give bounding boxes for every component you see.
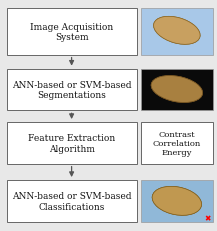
Ellipse shape (179, 24, 196, 41)
Bar (141, 9, 213, 55)
Ellipse shape (154, 17, 200, 45)
Text: Feature Extraction
Algorithm: Feature Extraction Algorithm (28, 134, 115, 153)
Text: Image Acquisition
System: Image Acquisition System (30, 23, 113, 42)
FancyBboxPatch shape (7, 69, 137, 111)
Ellipse shape (179, 82, 198, 100)
Bar (141, 180, 213, 222)
FancyBboxPatch shape (141, 122, 213, 164)
Ellipse shape (152, 187, 202, 215)
Text: ✖: ✖ (204, 214, 210, 223)
Bar (141, 69, 213, 111)
Ellipse shape (154, 17, 200, 45)
FancyBboxPatch shape (7, 122, 137, 164)
Ellipse shape (179, 193, 197, 212)
Text: Contrast
Correlation
Energy: Contrast Correlation Energy (153, 130, 201, 156)
Text: ANN-based or SVM-based
Segmentations: ANN-based or SVM-based Segmentations (12, 80, 131, 100)
Ellipse shape (151, 76, 203, 103)
Ellipse shape (157, 190, 174, 209)
Ellipse shape (158, 21, 174, 39)
Text: ANN-based or SVM-based
Classifications: ANN-based or SVM-based Classifications (12, 191, 131, 211)
Ellipse shape (156, 79, 174, 97)
Ellipse shape (151, 76, 203, 103)
FancyBboxPatch shape (7, 180, 137, 222)
FancyBboxPatch shape (7, 9, 137, 55)
Ellipse shape (152, 187, 202, 215)
